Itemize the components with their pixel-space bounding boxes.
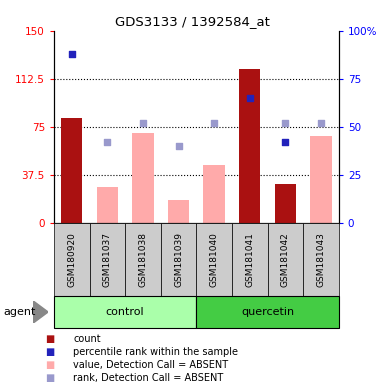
Bar: [97, 187, 118, 223]
Text: value, Detection Call = ABSENT: value, Detection Call = ABSENT: [73, 359, 228, 369]
Text: count: count: [73, 334, 101, 344]
Point: [318, 120, 324, 126]
Text: ■: ■: [45, 347, 55, 357]
Text: GDS3133 / 1392584_at: GDS3133 / 1392584_at: [115, 15, 270, 28]
Bar: [203, 165, 225, 223]
Point: [282, 120, 288, 126]
Point: [247, 95, 253, 101]
Text: agent: agent: [4, 307, 36, 317]
Bar: [61, 118, 82, 223]
Text: rank, Detection Call = ABSENT: rank, Detection Call = ABSENT: [73, 372, 223, 382]
Text: ■: ■: [45, 372, 55, 382]
Bar: [168, 200, 189, 223]
Bar: [275, 184, 296, 223]
Text: GSM181041: GSM181041: [245, 232, 254, 286]
Bar: [132, 133, 154, 223]
Point: [176, 143, 182, 149]
Text: GSM181043: GSM181043: [316, 232, 325, 286]
Point: [69, 51, 75, 57]
Bar: [310, 136, 332, 223]
Text: percentile rank within the sample: percentile rank within the sample: [73, 347, 238, 357]
Point: [104, 139, 110, 145]
Text: GSM181040: GSM181040: [210, 232, 219, 286]
Bar: [239, 69, 260, 223]
Point: [211, 120, 217, 126]
Point: [282, 139, 288, 145]
Text: ■: ■: [45, 359, 55, 369]
Polygon shape: [33, 301, 48, 323]
Text: GSM181039: GSM181039: [174, 232, 183, 287]
Text: GSM181037: GSM181037: [103, 232, 112, 287]
Text: ■: ■: [45, 334, 55, 344]
Point: [140, 120, 146, 126]
Text: control: control: [106, 307, 144, 317]
Text: GSM181042: GSM181042: [281, 232, 290, 286]
Text: GSM180920: GSM180920: [67, 232, 76, 286]
Text: quercetin: quercetin: [241, 307, 294, 317]
Text: GSM181038: GSM181038: [139, 232, 147, 287]
